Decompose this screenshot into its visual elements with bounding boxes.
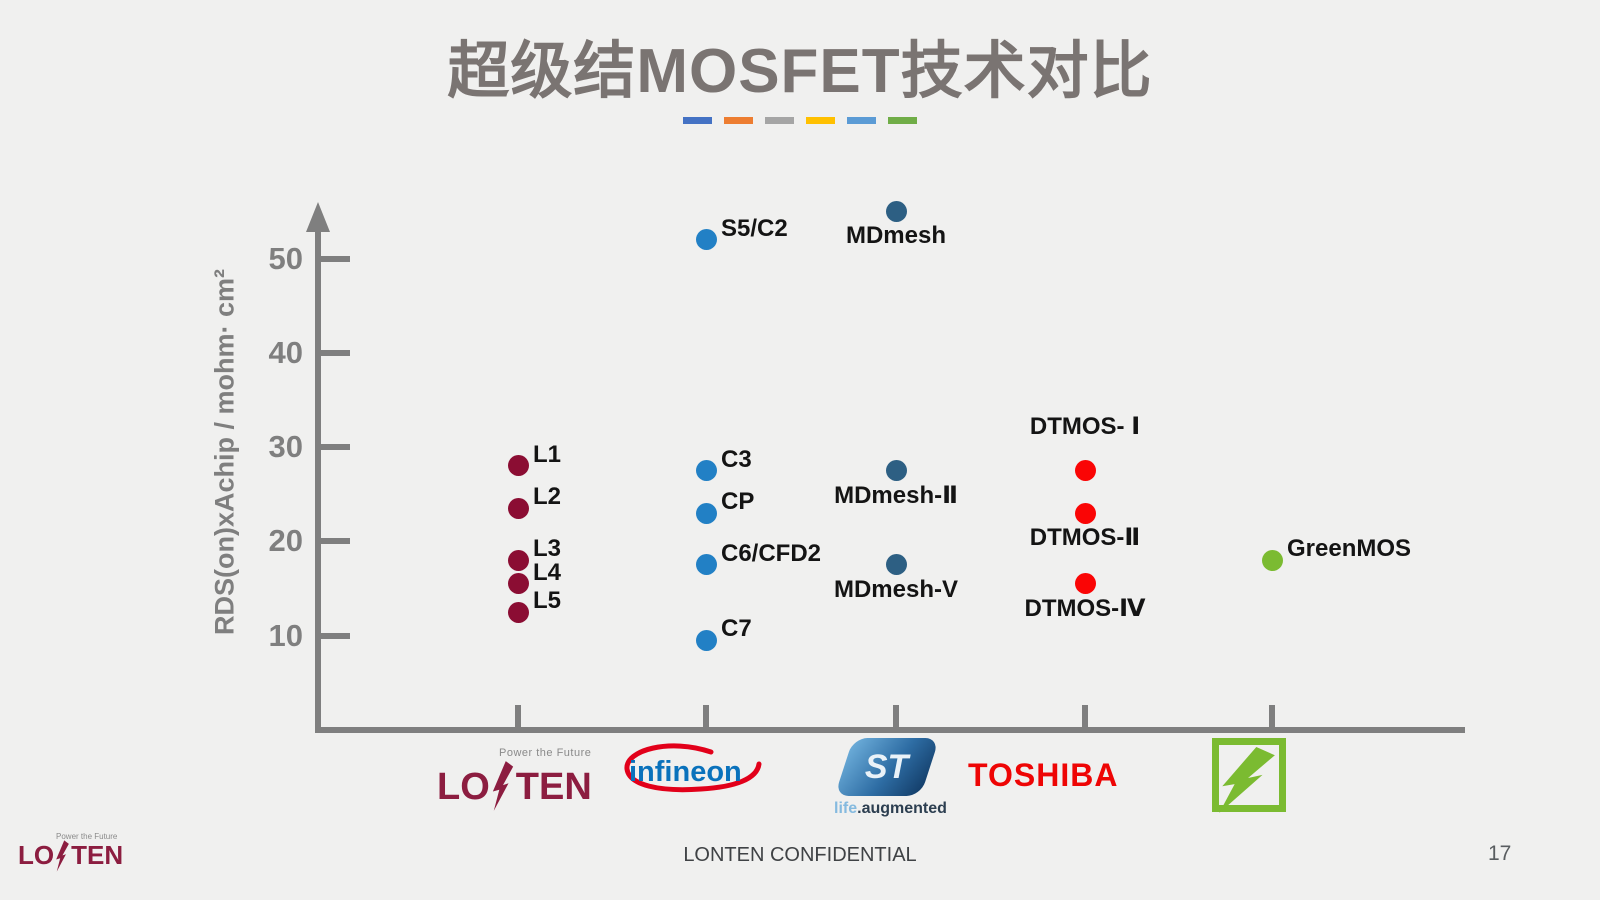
- vendor-logo-toshiba: TOSHIBA: [968, 757, 1119, 793]
- page-number: 17: [1488, 842, 1512, 865]
- point-lonten-l2: [507, 497, 529, 519]
- x-axis-tick: [515, 705, 521, 727]
- point-infineon-c3: [695, 460, 717, 482]
- point-st-mdmesh-v: [885, 554, 907, 576]
- point-infineon-c6-cfd2: [695, 554, 717, 576]
- x-axis-tick: [1082, 705, 1088, 727]
- corner-wordmark-right: TEN: [71, 840, 124, 870]
- point-label-c3: C3: [721, 445, 752, 473]
- point-label-c7: C7: [721, 615, 752, 643]
- corner-wordmark-left: LO: [18, 840, 55, 870]
- vendor-logo-lonten: Power the Future LO TEN: [437, 743, 607, 815]
- accent-dash: [765, 117, 794, 124]
- point-label-c6-cfd2: C6/CFD2: [721, 539, 822, 567]
- x-axis-tick: [893, 705, 899, 727]
- st-mark: ST: [865, 747, 909, 786]
- point-infineon-s5-c2: [695, 229, 717, 251]
- lightning-bolt-icon: [56, 840, 69, 872]
- point-toshiba-dtmos: [1074, 460, 1096, 482]
- lightning-bolt-icon: [492, 761, 513, 811]
- footer-confidential: LONTEN CONFIDENTIAL: [683, 844, 917, 866]
- lonten-wordmark-right: TEN: [515, 766, 592, 808]
- point-label-mdmesh: MDmesh: [845, 222, 947, 250]
- y-axis-tick: [321, 349, 350, 356]
- st-tagline-life: life: [834, 800, 858, 817]
- y-axis-tick: [321, 255, 350, 262]
- lonten-wordmark-left: LO: [437, 766, 490, 808]
- y-axis-tick-label: 30: [268, 429, 303, 465]
- point-toshiba-dtmos: [1074, 573, 1096, 595]
- point-infineon-cp: [695, 502, 717, 524]
- point-label-cp: CP: [721, 488, 755, 516]
- infineon-swoosh-icon: [624, 743, 762, 793]
- y-axis-line: [315, 228, 321, 733]
- corner-logo-tagline: Power the Future: [56, 832, 118, 841]
- vendor-logo-green-lightning: [1212, 738, 1286, 813]
- accent-dash: [683, 117, 712, 124]
- x-axis-tick: [703, 705, 709, 727]
- point-label-dtmos: DTMOS-Ⅳ: [1024, 594, 1146, 622]
- point-lonten-l1: [507, 455, 529, 477]
- point-label-dtmos: DTMOS- Ⅰ: [1029, 412, 1141, 440]
- y-axis-tick-label: 40: [268, 334, 303, 370]
- st-badge: ST: [834, 738, 940, 796]
- point-lonten-l4: [507, 573, 529, 595]
- st-tagline-augmented: .augmented: [857, 800, 947, 817]
- y-axis-tick-label: 20: [268, 523, 303, 559]
- point-st-mdmesh: [885, 200, 907, 222]
- point-label-dtmos: DTMOS-Ⅱ: [1029, 524, 1141, 552]
- vendor-logo-st: ST life.augmented: [832, 738, 952, 824]
- accent-dash: [724, 117, 753, 124]
- point-label-l2: L2: [533, 483, 562, 511]
- point-greenmos-greenmos: [1261, 549, 1283, 571]
- point-lonten-l5: [507, 601, 529, 623]
- point-st-mdmesh: [885, 460, 907, 482]
- y-axis-tick: [321, 538, 350, 545]
- y-axis-tick: [321, 632, 350, 639]
- point-label-l3: L3: [533, 535, 562, 563]
- infineon-wordmark: infineon: [629, 756, 742, 788]
- accent-dash-row: [0, 117, 1600, 124]
- point-label-mdmesh: MDmesh-Ⅱ: [834, 481, 958, 509]
- y-axis-tick-label: 10: [268, 617, 303, 653]
- point-label-l1: L1: [533, 440, 562, 468]
- point-infineon-c7: [695, 629, 717, 651]
- point-toshiba-dtmos: [1074, 502, 1096, 524]
- corner-logo-lonten: Power the Future LO TEN: [16, 828, 136, 884]
- accent-dash: [847, 117, 876, 124]
- point-label-mdmesh-v: MDmesh-V: [833, 575, 959, 603]
- point-lonten-l3: [507, 549, 529, 571]
- accent-dash: [888, 117, 917, 124]
- page-title: 超级结MOSFET技术对比: [447, 37, 1153, 106]
- y-axis-arrow: [306, 202, 330, 232]
- y-axis-tick-label: 50: [268, 240, 303, 276]
- x-axis-tick: [1269, 705, 1275, 727]
- y-axis-tick: [321, 444, 350, 451]
- point-label-l5: L5: [533, 587, 562, 615]
- vendor-logo-infineon: infineon: [615, 742, 770, 808]
- accent-dash: [806, 117, 835, 124]
- point-label-l4: L4: [533, 558, 562, 586]
- point-label-greenmos: GreenMOS: [1287, 535, 1412, 563]
- lonten-tagline: Power the Future: [499, 747, 592, 759]
- point-label-s5-c2: S5/C2: [721, 214, 788, 242]
- lightning-bolt-icon: [1219, 747, 1275, 813]
- x-axis-line: [315, 727, 1465, 733]
